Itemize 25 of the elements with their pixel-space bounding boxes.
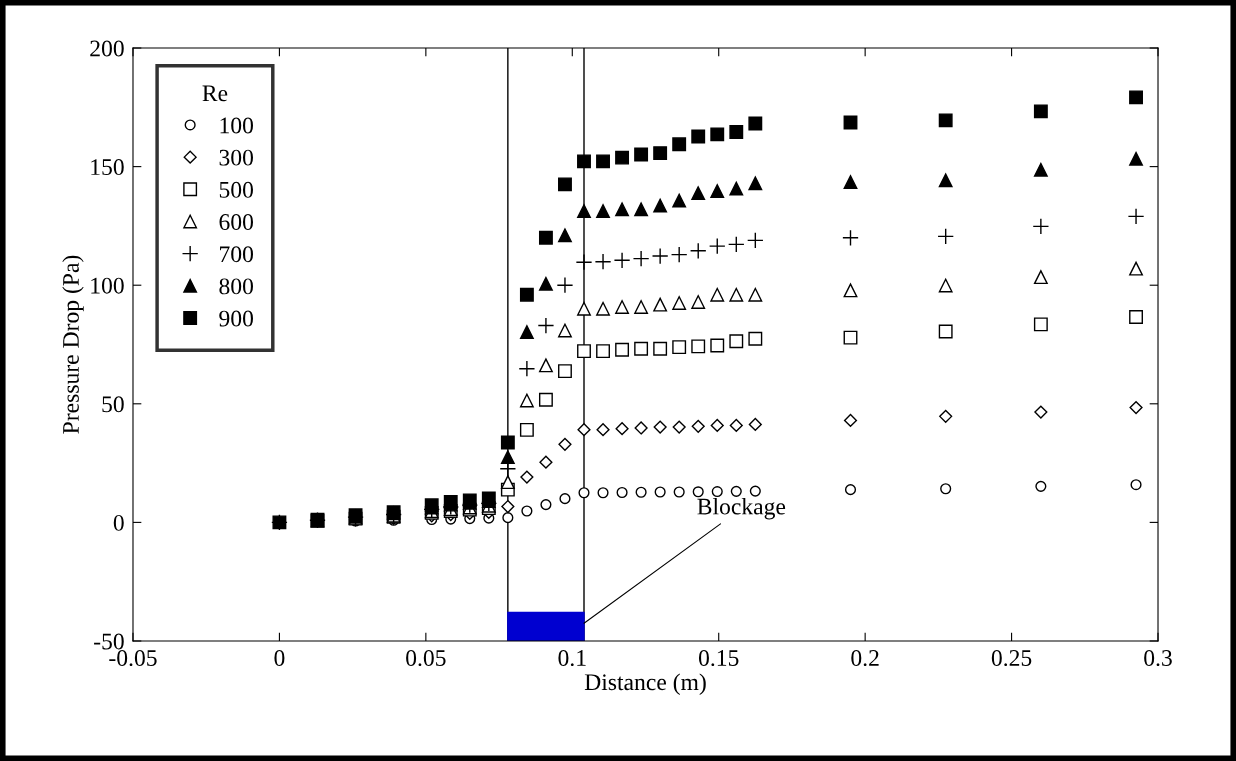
- x-tick-label: 0.25: [991, 650, 1032, 667]
- x-tick-label: 0.15: [698, 650, 739, 667]
- legend-title: Re: [202, 85, 228, 102]
- x-tick-label: 0.2: [851, 650, 879, 667]
- y-tick-label: -50: [94, 633, 124, 650]
- legend-label: 600: [219, 214, 253, 230]
- legend-label: 900: [219, 310, 253, 327]
- x-tick-label: 0.1: [558, 650, 586, 667]
- x-tick-label: 0: [274, 650, 285, 666]
- band-label: Blockage: [697, 497, 786, 520]
- y-tick-label: 100: [91, 277, 124, 294]
- legend-label: 700: [220, 246, 253, 263]
- x-tick-label: 0.05: [406, 650, 446, 667]
- x-tick-label: -0.05: [109, 650, 157, 667]
- legend-label: 100: [220, 117, 253, 134]
- legend-label: 800: [219, 278, 253, 295]
- x-tick-label: 0.3: [1144, 650, 1172, 667]
- y-axis-title: Pressure Drop (Pa): [62, 255, 84, 434]
- legend-label: 300: [219, 149, 253, 166]
- y-tick-label: 150: [91, 159, 124, 176]
- x-axis-title: Distance (m): [584, 673, 706, 695]
- y-tick-label: 50: [102, 396, 124, 413]
- y-tick-label: 0: [113, 514, 124, 531]
- y-tick-label: 200: [90, 40, 124, 57]
- legend-label: 500: [219, 181, 253, 198]
